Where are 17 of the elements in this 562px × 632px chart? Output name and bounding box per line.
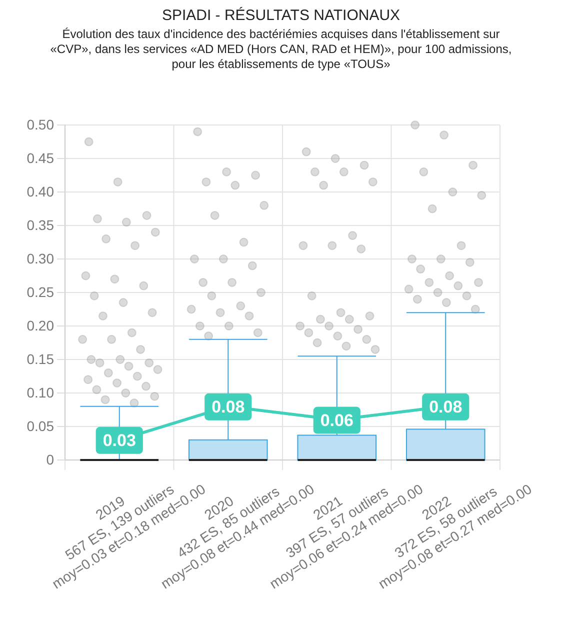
data-label: 0.08: [429, 397, 462, 416]
y-tick-label: 0.10: [26, 384, 54, 400]
y-tick-label: 0.25: [26, 284, 54, 300]
data-label: 0.08: [212, 397, 245, 416]
y-tick-label: 0.20: [26, 317, 54, 334]
y-tick-label: 0: [46, 451, 54, 468]
chart-subtitle: Évolution des taux d'incidence des bactériémies acquises dans l'établissement sur «CVP», dans les services «AD MED (Hors CAN, RAD et HEM)», pour 100 admissions, pour les établissements de type «TOUS»: [50, 27, 512, 71]
y-tick-label: 0.05: [26, 418, 54, 434]
y-tick-label: 0.35: [26, 216, 54, 233]
y-tick-label: 0.45: [26, 150, 54, 166]
y-tick-label: 0.40: [26, 183, 54, 200]
data-label: 0.03: [102, 430, 136, 450]
y-tick-label: 0.30: [26, 250, 54, 266]
chart-title: SPIADI - RÉSULTATS NATIONAUX: [162, 6, 400, 24]
y-tick-label: 0.50: [26, 116, 54, 132]
data-label: 0.06: [320, 410, 354, 430]
y-tick-label: 0.15: [26, 350, 54, 367]
